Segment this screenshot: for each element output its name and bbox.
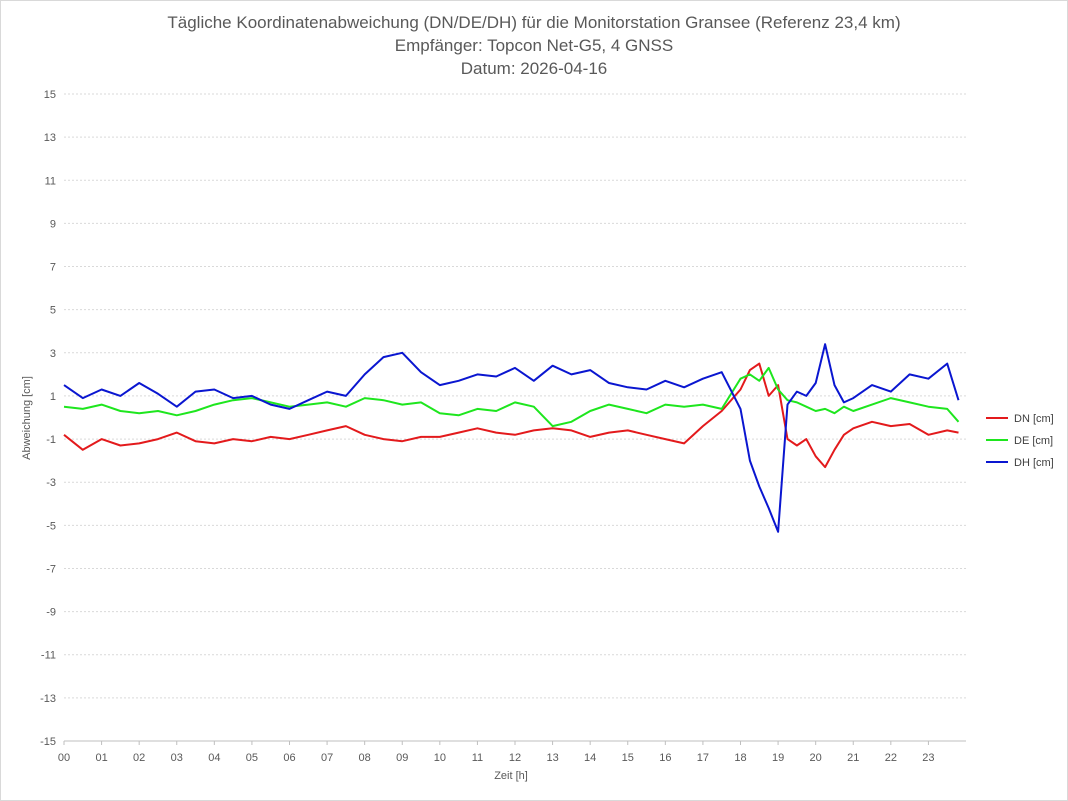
series-lines <box>63 343 960 533</box>
y-tick-label: 11 <box>45 175 56 187</box>
y-tick-label: 9 <box>50 218 56 230</box>
x-tick-label: 22 <box>885 752 897 764</box>
y-tick-label: -7 <box>46 563 56 575</box>
grid <box>64 93 966 742</box>
legend: DN [cm] DE [cm] DH [cm] <box>986 413 1054 469</box>
y-axis-label: Abweichung [cm] <box>21 376 33 460</box>
x-tick-label: 21 <box>847 752 859 764</box>
chart-title: Tägliche Koordinatenabweichung (DN/DE/DH… <box>167 13 901 32</box>
x-tick-label: 03 <box>171 752 183 764</box>
x-tick-label: 00 <box>58 752 70 764</box>
x-tick-label: 06 <box>283 752 295 764</box>
y-tick-label: -3 <box>46 477 56 489</box>
series-line-dh <box>63 343 960 533</box>
x-axis-ticks: 00 01 02 03 04 05 06 07 08 09 10 11 12 13 14 15 16 17 18 19… <box>58 741 935 764</box>
series-line-dn <box>63 362 959 469</box>
x-tick-label: 23 <box>922 752 934 764</box>
y-tick-label: -11 <box>41 650 56 662</box>
x-tick-label: 05 <box>246 752 258 764</box>
x-tick-label: 17 <box>697 752 709 764</box>
x-tick-label: 18 <box>734 752 746 764</box>
x-tick-label: 09 <box>396 752 408 764</box>
x-axis-label: Zeit [h] <box>494 770 528 782</box>
y-tick-label: -1 <box>46 434 56 446</box>
series-line-de <box>63 366 960 428</box>
y-tick-label: 3 <box>50 348 56 360</box>
x-tick-label: 14 <box>584 752 596 764</box>
y-tick-label: -5 <box>46 520 56 532</box>
legend-label: DH [cm] <box>1014 457 1054 469</box>
legend-label: DN [cm] <box>1014 413 1054 425</box>
x-tick-label: 02 <box>133 752 145 764</box>
chart-subtitle: Empfänger: Topcon Net-G5, 4 GNSS <box>394 36 674 55</box>
x-tick-label: 20 <box>810 752 822 764</box>
y-tick-label: 13 <box>44 132 56 144</box>
legend-label: DE [cm] <box>1014 435 1053 447</box>
x-tick-label: 13 <box>546 752 558 764</box>
x-tick-label: 08 <box>359 752 371 764</box>
y-axis-ticks: 15 13 11 9 7 5 3 1 -1 -3 -5 -7 -9 -11 -13 -15 <box>40 89 56 748</box>
y-tick-label: -15 <box>40 736 56 748</box>
y-tick-label: 15 <box>44 89 56 101</box>
x-tick-label: 07 <box>321 752 333 764</box>
y-tick-label: -9 <box>46 607 56 619</box>
y-tick-label: 7 <box>50 262 56 274</box>
y-tick-label: -13 <box>40 693 56 705</box>
x-tick-label: 15 <box>622 752 634 764</box>
x-tick-label: 04 <box>208 752 220 764</box>
chart-date: Datum: 2026-04-16 <box>460 59 608 78</box>
y-tick-label: 1 <box>50 391 56 403</box>
x-tick-label: 10 <box>434 752 446 764</box>
x-tick-label: 12 <box>509 752 521 764</box>
x-tick-label: 19 <box>772 752 784 764</box>
x-tick-label: 01 <box>95 752 107 764</box>
x-tick-label: 11 <box>472 752 483 764</box>
x-tick-label: 16 <box>659 752 671 764</box>
y-tick-label: 5 <box>50 305 56 317</box>
